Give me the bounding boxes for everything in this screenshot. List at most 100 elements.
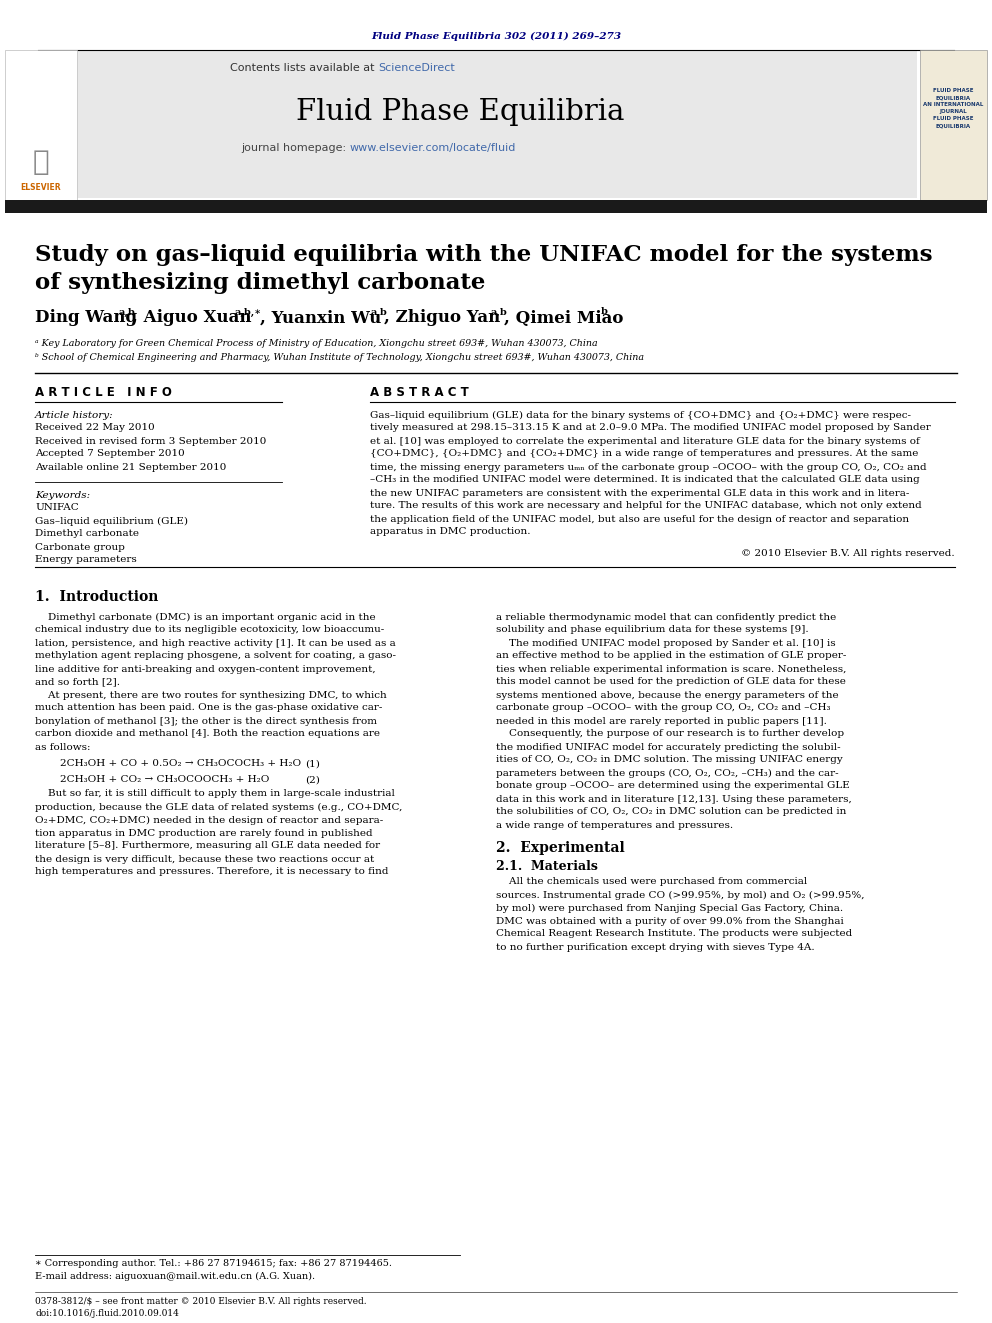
Text: a,b,∗: a,b,∗ [235, 307, 262, 316]
Text: time, the missing energy parameters uₘₙ of the carbonate group –OCOO– with the g: time, the missing energy parameters uₘₙ … [370, 463, 927, 471]
Text: © 2010 Elsevier B.V. All rights reserved.: © 2010 Elsevier B.V. All rights reserved… [741, 549, 955, 557]
Text: ᵃ Key Laboratory for Green Chemical Process of Ministry of Education, Xiongchu s: ᵃ Key Laboratory for Green Chemical Proc… [35, 340, 597, 348]
Text: 2.  Experimental: 2. Experimental [496, 841, 625, 855]
Text: , Qimei Miao: , Qimei Miao [504, 310, 623, 327]
Text: 🌳: 🌳 [33, 148, 50, 176]
Text: ELSEVIER: ELSEVIER [21, 184, 62, 193]
Text: FLUID PHASE
EQUILIBRIA
AN INTERNATIONAL
JOURNAL
FLUID PHASE
EQUILIBRIA: FLUID PHASE EQUILIBRIA AN INTERNATIONAL … [923, 89, 983, 128]
Text: an effective method to be applied in the estimation of GLE proper-: an effective method to be applied in the… [496, 651, 846, 660]
Text: All the chemicals used were purchased from commercial: All the chemicals used were purchased fr… [496, 877, 807, 886]
Text: A R T I C L E   I N F O: A R T I C L E I N F O [35, 385, 172, 398]
Text: Dimethyl carbonate (DMC) is an important organic acid in the: Dimethyl carbonate (DMC) is an important… [35, 613, 376, 622]
Text: ities of CO, O₂, CO₂ in DMC solution. The missing UNIFAC energy: ities of CO, O₂, CO₂ in DMC solution. Th… [496, 755, 843, 765]
Text: bonate group –OCOO– are determined using the experimental GLE: bonate group –OCOO– are determined using… [496, 782, 850, 791]
Text: E-mail address: aiguoxuan@mail.wit.edu.cn (A.G. Xuan).: E-mail address: aiguoxuan@mail.wit.edu.c… [35, 1271, 315, 1281]
Text: the new UNIFAC parameters are consistent with the experimental GLE data in this : the new UNIFAC parameters are consistent… [370, 488, 910, 497]
Text: 2CH₃OH + CO + 0.5O₂ → CH₃OCOCH₃ + H₂O: 2CH₃OH + CO + 0.5O₂ → CH₃OCOCH₃ + H₂O [60, 759, 302, 769]
Text: Ding Wang: Ding Wang [35, 310, 137, 327]
Text: Chemical Reagent Research Institute. The products were subjected: Chemical Reagent Research Institute. The… [496, 930, 852, 938]
Text: 2.1.  Materials: 2.1. Materials [496, 860, 598, 872]
Text: literature [5–8]. Furthermore, measuring all GLE data needed for: literature [5–8]. Furthermore, measuring… [35, 841, 380, 851]
Text: The modified UNIFAC model proposed by Sander et al. [10] is: The modified UNIFAC model proposed by Sa… [496, 639, 835, 647]
Text: Accepted 7 September 2010: Accepted 7 September 2010 [35, 450, 185, 459]
Text: ties when reliable experimental information is scare. Nonetheless,: ties when reliable experimental informat… [496, 664, 846, 673]
Text: carbon dioxide and methanol [4]. Both the reaction equations are: carbon dioxide and methanol [4]. Both th… [35, 729, 380, 738]
Text: high temperatures and pressures. Therefore, it is necessary to find: high temperatures and pressures. Therefo… [35, 868, 389, 877]
Text: apparatus in DMC production.: apparatus in DMC production. [370, 528, 531, 537]
Text: tively measured at 298.15–313.15 K and at 2.0–9.0 MPa. The modified UNIFAC model: tively measured at 298.15–313.15 K and a… [370, 423, 930, 433]
FancyBboxPatch shape [77, 50, 917, 198]
Text: b: b [601, 307, 608, 316]
Text: , Aiguo Xuan: , Aiguo Xuan [132, 310, 252, 327]
Text: Received 22 May 2010: Received 22 May 2010 [35, 423, 155, 433]
FancyBboxPatch shape [920, 50, 987, 200]
Text: Article history:: Article history: [35, 410, 114, 419]
Text: by mol) were purchased from Nanjing Special Gas Factory, China.: by mol) were purchased from Nanjing Spec… [496, 904, 843, 913]
Text: much attention has been paid. One is the gas-phase oxidative car-: much attention has been paid. One is the… [35, 704, 382, 713]
Text: , Yuanxin Wu: , Yuanxin Wu [260, 310, 381, 327]
Text: UNIFAC: UNIFAC [35, 504, 78, 512]
Text: ∗ Corresponding author. Tel.: +86 27 87194615; fax: +86 27 87194465.: ∗ Corresponding author. Tel.: +86 27 871… [35, 1258, 392, 1267]
Text: A B S T R A C T: A B S T R A C T [370, 385, 469, 398]
Text: the solubilities of CO, O₂, CO₂ in DMC solution can be predicted in: the solubilities of CO, O₂, CO₂ in DMC s… [496, 807, 846, 816]
Text: data in this work and in literature [12,13]. Using these parameters,: data in this work and in literature [12,… [496, 795, 852, 803]
Text: et al. [10] was employed to correlate the experimental and literature GLE data f: et al. [10] was employed to correlate th… [370, 437, 920, 446]
Text: methylation agent replacing phosgene, a solvent for coating, a gaso-: methylation agent replacing phosgene, a … [35, 651, 396, 660]
Text: ScienceDirect: ScienceDirect [378, 64, 454, 73]
Text: Received in revised form 3 September 2010: Received in revised form 3 September 201… [35, 437, 267, 446]
Text: Available online 21 September 2010: Available online 21 September 2010 [35, 463, 226, 471]
Text: Carbonate group: Carbonate group [35, 542, 125, 552]
Text: needed in this model are rarely reported in public papers [11].: needed in this model are rarely reported… [496, 717, 827, 725]
Text: sources. Instrumental grade CO (>99.95%, by mol) and O₂ (>99.95%,: sources. Instrumental grade CO (>99.95%,… [496, 890, 864, 900]
Text: to no further purification except drying with sieves Type 4A.: to no further purification except drying… [496, 942, 814, 951]
Text: DMC was obtained with a purity of over 99.0% from the Shanghai: DMC was obtained with a purity of over 9… [496, 917, 844, 926]
Text: ᵇ School of Chemical Engineering and Pharmacy, Wuhan Institute of Technology, Xi: ᵇ School of Chemical Engineering and Pha… [35, 353, 644, 363]
Text: –CH₃ in the modified UNIFAC model were determined. It is indicated that the calc: –CH₃ in the modified UNIFAC model were d… [370, 475, 920, 484]
Text: Dimethyl carbonate: Dimethyl carbonate [35, 529, 139, 538]
Text: Fluid Phase Equilibria 302 (2011) 269–273: Fluid Phase Equilibria 302 (2011) 269–27… [371, 32, 621, 41]
Text: {CO+DMC}, {O₂+DMC} and {CO₂+DMC} in a wide range of temperatures and pressures. : {CO+DMC}, {O₂+DMC} and {CO₂+DMC} in a wi… [370, 450, 919, 459]
Text: solubility and phase equilibrium data for these systems [9].: solubility and phase equilibrium data fo… [496, 626, 808, 635]
Text: the design is very difficult, because these two reactions occur at: the design is very difficult, because th… [35, 855, 374, 864]
Text: , Zhiguo Yan: , Zhiguo Yan [384, 310, 500, 327]
Text: tion apparatus in DMC production are rarely found in published: tion apparatus in DMC production are rar… [35, 828, 373, 837]
Text: Consequently, the purpose of our research is to further develop: Consequently, the purpose of our researc… [496, 729, 844, 738]
FancyBboxPatch shape [5, 200, 987, 213]
Text: the application field of the UNIFAC model, but also are useful for the design of: the application field of the UNIFAC mode… [370, 515, 909, 524]
Text: a reliable thermodynamic model that can confidently predict the: a reliable thermodynamic model that can … [496, 613, 836, 622]
Text: www.elsevier.com/locate/fluid: www.elsevier.com/locate/fluid [350, 143, 517, 153]
Text: Gas–liquid equilibrium (GLE) data for the binary systems of {CO+DMC} and {O₂+DMC: Gas–liquid equilibrium (GLE) data for th… [370, 410, 911, 419]
Text: of synthesizing dimethyl carbonate: of synthesizing dimethyl carbonate [35, 273, 485, 294]
Text: parameters between the groups (CO, O₂, CO₂, –CH₃) and the car-: parameters between the groups (CO, O₂, C… [496, 769, 838, 778]
Text: 0378-3812/$ – see front matter © 2010 Elsevier B.V. All rights reserved.: 0378-3812/$ – see front matter © 2010 El… [35, 1298, 367, 1307]
Text: 1.  Introduction: 1. Introduction [35, 590, 159, 605]
Text: Energy parameters: Energy parameters [35, 556, 137, 565]
Text: O₂+DMC, CO₂+DMC) needed in the design of reactor and separa-: O₂+DMC, CO₂+DMC) needed in the design of… [35, 815, 383, 824]
Text: (2): (2) [306, 775, 320, 785]
Text: doi:10.1016/j.fluid.2010.09.014: doi:10.1016/j.fluid.2010.09.014 [35, 1310, 179, 1319]
Text: this model cannot be used for the prediction of GLE data for these: this model cannot be used for the predic… [496, 677, 846, 687]
Text: Fluid Phase Equilibria: Fluid Phase Equilibria [296, 98, 624, 126]
Text: bonylation of methanol [3]; the other is the direct synthesis from: bonylation of methanol [3]; the other is… [35, 717, 377, 725]
Text: Contents lists available at: Contents lists available at [230, 64, 378, 73]
Text: systems mentioned above, because the energy parameters of the: systems mentioned above, because the ene… [496, 691, 838, 700]
Text: a wide range of temperatures and pressures.: a wide range of temperatures and pressur… [496, 820, 733, 830]
Text: carbonate group –OCOO– with the group CO, O₂, CO₂ and –CH₃: carbonate group –OCOO– with the group CO… [496, 704, 830, 713]
Text: Gas–liquid equilibrium (GLE): Gas–liquid equilibrium (GLE) [35, 516, 188, 525]
Text: as follows:: as follows: [35, 742, 90, 751]
Text: and so forth [2].: and so forth [2]. [35, 677, 120, 687]
Text: a,b: a,b [491, 307, 508, 316]
Text: 2CH₃OH + CO₂ → CH₃OCOOCH₃ + H₂O: 2CH₃OH + CO₂ → CH₃OCOOCH₃ + H₂O [60, 775, 270, 785]
Text: Keywords:: Keywords: [35, 491, 90, 500]
Text: production, because the GLE data of related systems (e.g., CO+DMC,: production, because the GLE data of rela… [35, 803, 403, 811]
Text: (1): (1) [306, 759, 320, 769]
Text: ture. The results of this work are necessary and helpful for the UNIFAC database: ture. The results of this work are neces… [370, 501, 922, 511]
Text: a,b: a,b [371, 307, 388, 316]
Text: line additive for anti-breaking and oxygen-content improvement,: line additive for anti-breaking and oxyg… [35, 664, 376, 673]
Text: But so far, it is still difficult to apply them in large-scale industrial: But so far, it is still difficult to app… [35, 790, 395, 799]
Text: Study on gas–liquid equilibria with the UNIFAC model for the systems: Study on gas–liquid equilibria with the … [35, 243, 932, 266]
Text: lation, persistence, and high reactive activity [1]. It can be used as a: lation, persistence, and high reactive a… [35, 639, 396, 647]
Text: At present, there are two routes for synthesizing DMC, to which: At present, there are two routes for syn… [35, 691, 387, 700]
Text: journal homepage:: journal homepage: [241, 143, 350, 153]
Text: chemical industry due to its negligible ecotoxicity, low bioaccumu-: chemical industry due to its negligible … [35, 626, 384, 635]
